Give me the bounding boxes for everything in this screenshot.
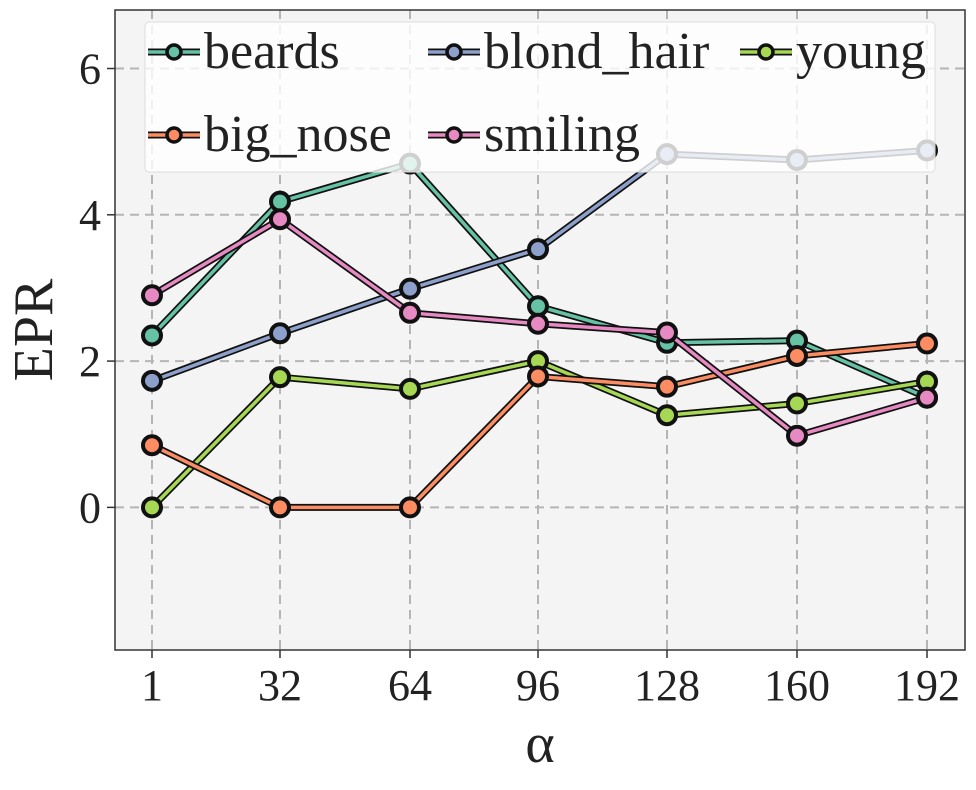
data-point-blond-hair bbox=[527, 238, 549, 261]
data-point-big-nose bbox=[916, 332, 938, 355]
data-point-young bbox=[399, 377, 421, 400]
x-tick-label: 1 bbox=[141, 661, 163, 710]
y-tick-label: 0 bbox=[79, 483, 101, 532]
data-point-blond-hair bbox=[399, 277, 421, 300]
x-tick-label: 96 bbox=[516, 661, 560, 710]
data-point-blond-hair bbox=[269, 322, 291, 345]
data-point-young bbox=[269, 366, 291, 389]
legend-label-young: young bbox=[796, 23, 926, 80]
x-tick-label: 160 bbox=[764, 661, 830, 710]
data-point-smiling bbox=[141, 284, 163, 307]
x-tick-label: 32 bbox=[258, 661, 302, 710]
legend-key-marker-young bbox=[757, 43, 775, 61]
legend-key-marker-beards bbox=[165, 43, 183, 61]
legend-key-marker-blond-hair bbox=[445, 43, 463, 61]
legend-box bbox=[144, 21, 936, 173]
data-point-blond-hair bbox=[141, 369, 163, 392]
data-point-beards bbox=[269, 190, 291, 213]
data-point-smiling bbox=[399, 301, 421, 324]
data-point-young bbox=[786, 392, 808, 415]
legend-label-beards: beards bbox=[204, 23, 340, 80]
data-point-beards bbox=[527, 295, 549, 318]
x-axis-title: α bbox=[525, 713, 554, 775]
data-point-smiling bbox=[916, 386, 938, 409]
data-point-smiling bbox=[656, 321, 678, 344]
data-point-big-nose bbox=[786, 344, 808, 367]
plot-frame bbox=[114, 9, 966, 651]
data-point-young bbox=[141, 496, 163, 519]
data-point-young bbox=[656, 404, 678, 427]
data-point-big-nose bbox=[399, 496, 421, 519]
x-tick-label: 128 bbox=[634, 661, 700, 710]
y-tick-label: 2 bbox=[79, 337, 101, 386]
x-tick-label: 192 bbox=[894, 661, 960, 710]
legend: beards blond_hair young big_nose smiling bbox=[148, 23, 926, 163]
axes: 1 32 64 96 128 160 192 0 2 4 6 bbox=[79, 45, 960, 710]
legend-key-marker-smiling bbox=[445, 126, 463, 144]
data-point-smiling bbox=[786, 424, 808, 447]
data-point-big-nose bbox=[656, 375, 678, 398]
x-tick-label: 64 bbox=[388, 661, 432, 710]
legend-label-big-nose: big_nose bbox=[204, 106, 392, 163]
y-tick-label: 4 bbox=[79, 191, 101, 240]
y-tick-label: 6 bbox=[79, 45, 101, 94]
data-point-beards bbox=[141, 324, 163, 347]
data-point-smiling bbox=[269, 208, 291, 231]
data-point-big-nose bbox=[141, 434, 163, 457]
legend-key-marker-big-nose bbox=[165, 126, 183, 144]
data-point-big-nose bbox=[527, 365, 549, 388]
legend-label-blond-hair: blond_hair bbox=[484, 23, 709, 80]
legend-label-smiling: smiling bbox=[484, 106, 640, 163]
y-axis-title: EPR bbox=[3, 278, 65, 381]
data-point-smiling bbox=[527, 312, 549, 335]
data-point-big-nose bbox=[269, 496, 291, 519]
